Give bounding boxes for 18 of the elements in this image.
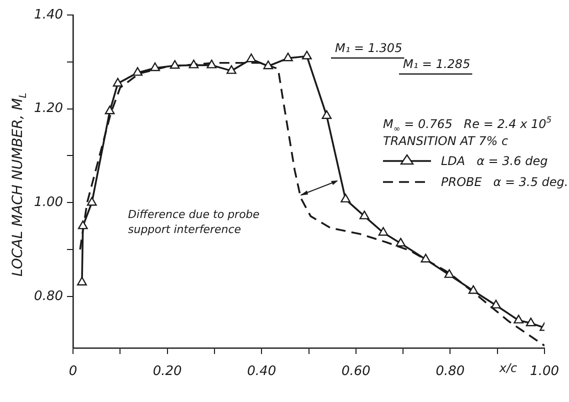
x-tick-label: 0.40 — [247, 364, 276, 380]
x-tick-label: 0 — [68, 364, 78, 380]
annotation: TRANSITION AT 7% c — [383, 134, 508, 148]
legend-label: PROBE α = 3.5 deg. — [441, 175, 568, 189]
x-axis-title: x/c — [498, 361, 518, 375]
y-tick-label: 1.40 — [34, 7, 63, 22]
legend-label: LDA α = 3.6 deg — [441, 154, 548, 168]
y-tick-label: 0.80 — [34, 288, 63, 304]
y-axis-title: LOCAL MACH NUMBER, ML — [10, 92, 30, 276]
y-tick-label: 1.00 — [34, 194, 63, 210]
x-tick-label: 1.00 — [530, 364, 560, 380]
annotation: M₁ = 1.285 — [403, 57, 470, 71]
annotation: M₁ = 1.305 — [335, 41, 402, 55]
x-tick-label: 0.80 — [436, 364, 465, 380]
x-tick-label: 0.60 — [341, 364, 370, 380]
y-tick-label: 1.20 — [34, 101, 63, 116]
annotation: Difference due to probe support interference — [128, 208, 260, 236]
x-tick-label: 0.20 — [152, 364, 182, 380]
